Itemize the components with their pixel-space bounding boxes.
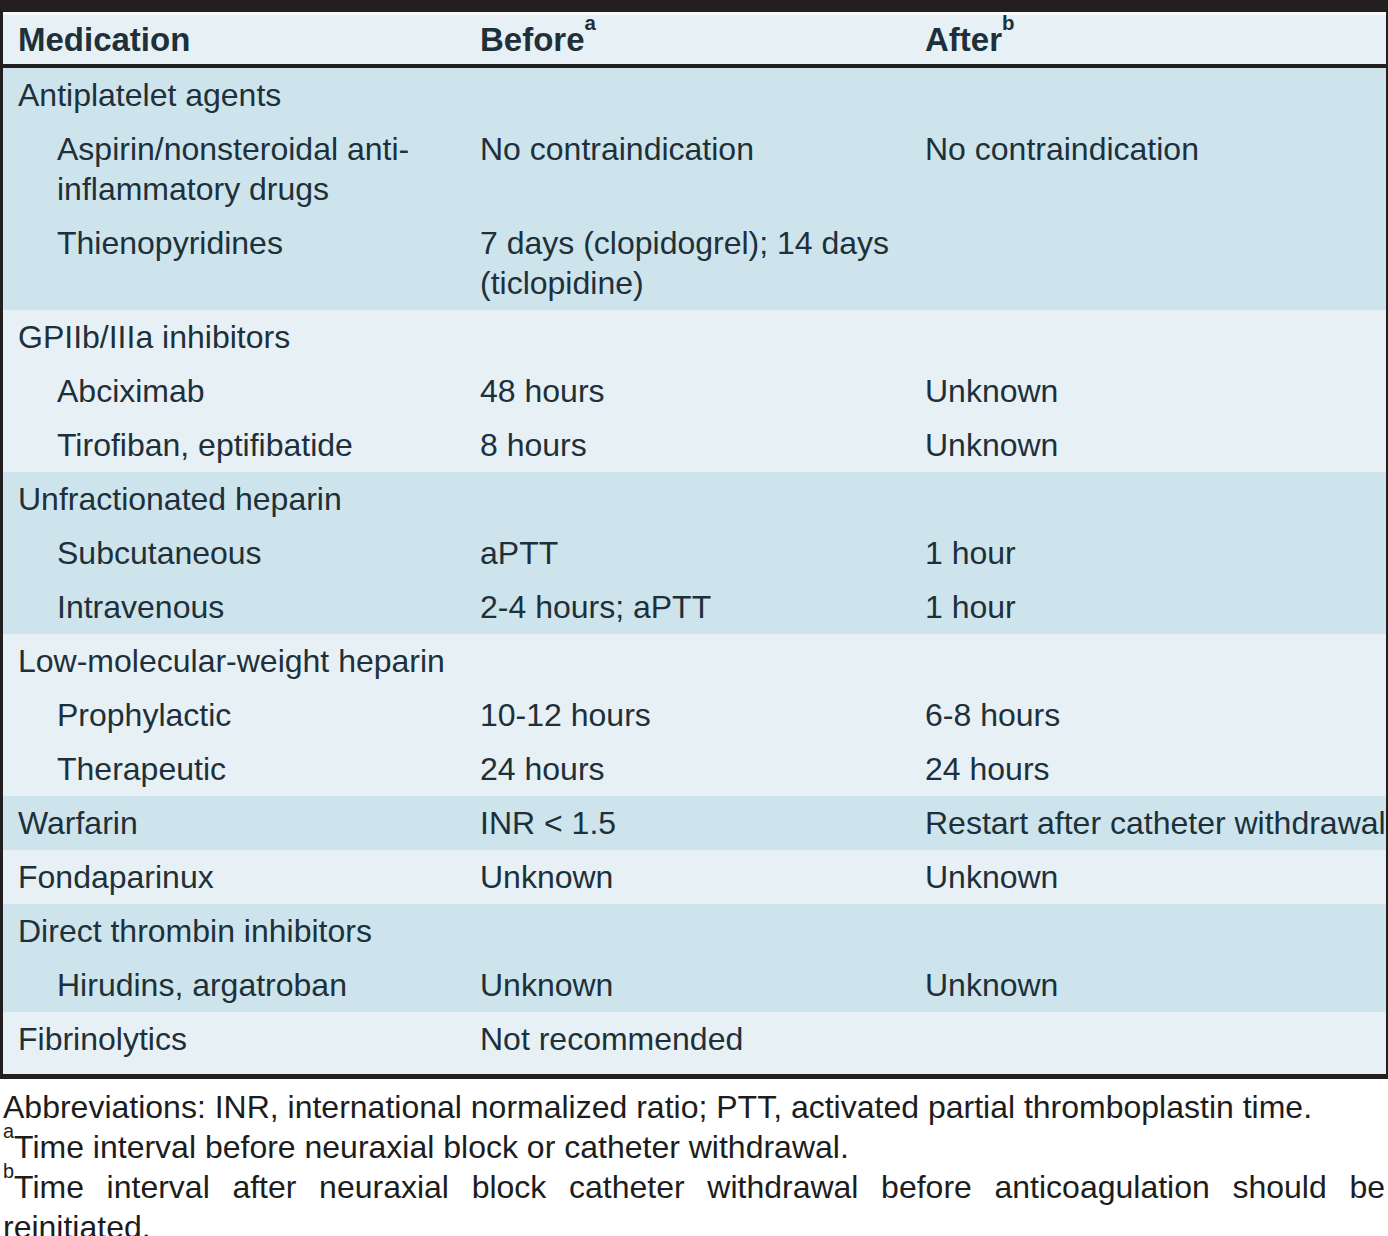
table-row: WarfarinINR < 1.5Restart after catheter … bbox=[3, 796, 1386, 850]
before-cell: 10-12 hours bbox=[480, 695, 925, 735]
before-cell bbox=[480, 317, 925, 357]
medication-cell: GPIIb/IIIa inhibitors bbox=[3, 317, 480, 357]
before-cell: INR < 1.5 bbox=[480, 803, 925, 843]
after-cell bbox=[925, 317, 1386, 357]
before-cell: No contraindication bbox=[480, 129, 925, 209]
table-row: FondaparinuxUnknownUnknown bbox=[3, 850, 1386, 904]
table-band: Antiplatelet agents Aspirin/nonsteroidal … bbox=[3, 68, 1386, 310]
medication-cell: Unfractionated heparin bbox=[3, 479, 480, 519]
footnote-a: aTime interval before neuraxial block or… bbox=[3, 1127, 1385, 1167]
medication-cell: Tirofiban, eptifibatide bbox=[3, 425, 480, 465]
after-cell bbox=[925, 479, 1386, 519]
after-cell: Unknown bbox=[925, 371, 1386, 411]
table-band: WarfarinINR < 1.5Restart after catheter … bbox=[3, 796, 1386, 850]
table-row: Unfractionated heparin bbox=[3, 472, 1386, 526]
table-row: SubcutaneousaPTT1 hour bbox=[3, 526, 1386, 580]
table-band: FibrinolyticsNot recommended bbox=[3, 1012, 1386, 1074]
after-cell: Restart after catheter withdrawal bbox=[925, 803, 1386, 843]
before-cell bbox=[480, 479, 925, 519]
medication-table: Medication Beforea Afterb Antiplatelet a… bbox=[0, 0, 1388, 1079]
table-row: Abciximab48 hoursUnknown bbox=[3, 364, 1386, 418]
before-cell: Unknown bbox=[480, 857, 925, 897]
medication-cell: Therapeutic bbox=[3, 749, 480, 789]
before-cell bbox=[480, 75, 925, 115]
before-cell: Not recommended bbox=[480, 1019, 925, 1059]
before-cell: Unknown bbox=[480, 965, 925, 1005]
medication-cell: Direct thrombin inhibitors bbox=[3, 911, 480, 951]
before-cell: aPTT bbox=[480, 533, 925, 573]
before-cell: 8 hours bbox=[480, 425, 925, 465]
after-cell: 24 hours bbox=[925, 749, 1386, 789]
medication-cell: Low-molecular-weight heparin bbox=[3, 641, 480, 681]
footnote-b-marker: b bbox=[3, 1160, 14, 1182]
table-bands: Antiplatelet agents Aspirin/nonsteroidal … bbox=[3, 68, 1386, 1074]
footnote-a-marker: a bbox=[3, 1120, 14, 1142]
after-cell bbox=[925, 911, 1386, 951]
after-cell: 1 hour bbox=[925, 587, 1386, 627]
medication-cell: Thienopyridines bbox=[3, 223, 480, 303]
footnotes: Abbreviations: INR, international normal… bbox=[0, 1079, 1388, 1236]
medication-cell: Subcutaneous bbox=[3, 533, 480, 573]
footnote-marker-b: b bbox=[1002, 11, 1014, 34]
table-row: Prophylactic10-12 hours6-8 hours bbox=[3, 688, 1386, 742]
after-cell bbox=[925, 1019, 1386, 1059]
before-cell: 2-4 hours; aPTT bbox=[480, 587, 925, 627]
column-header-after: Afterb bbox=[925, 21, 1386, 59]
before-cell bbox=[480, 911, 925, 951]
table-band: Unfractionated heparin SubcutaneousaPTT1 … bbox=[3, 472, 1386, 634]
after-cell bbox=[925, 641, 1386, 681]
table-row: Therapeutic24 hours24 hours bbox=[3, 742, 1386, 796]
table-row: Aspirin/nonsteroidal anti-inflammatory d… bbox=[3, 122, 1386, 216]
medication-cell: Warfarin bbox=[3, 803, 480, 843]
table-band: GPIIb/IIIa inhibitors Abciximab48 hoursUn… bbox=[3, 310, 1386, 472]
medication-cell: Antiplatelet agents bbox=[3, 75, 480, 115]
table-row: GPIIb/IIIa inhibitors bbox=[3, 310, 1386, 364]
after-cell bbox=[925, 75, 1386, 115]
after-cell: Unknown bbox=[925, 425, 1386, 465]
after-cell: No contraindication bbox=[925, 129, 1386, 209]
footnote-marker-a: a bbox=[585, 11, 596, 34]
table-row: Antiplatelet agents bbox=[3, 68, 1386, 122]
before-cell bbox=[480, 641, 925, 681]
column-header-medication: Medication bbox=[3, 21, 480, 59]
table-row: Direct thrombin inhibitors bbox=[3, 904, 1386, 958]
after-cell: 1 hour bbox=[925, 533, 1386, 573]
before-cell: 7 days (clopidogrel); 14 days (ticlopidi… bbox=[480, 223, 925, 303]
after-cell bbox=[925, 223, 1386, 303]
after-cell: Unknown bbox=[925, 965, 1386, 1005]
medication-cell: Aspirin/nonsteroidal anti-inflammatory d… bbox=[3, 129, 480, 209]
medication-cell: Intravenous bbox=[3, 587, 480, 627]
medication-cell: Fibrinolytics bbox=[3, 1019, 480, 1059]
column-header-before: Beforea bbox=[480, 21, 925, 59]
table-row: Low-molecular-weight heparin bbox=[3, 634, 1386, 688]
medication-cell: Abciximab bbox=[3, 371, 480, 411]
before-cell: 48 hours bbox=[480, 371, 925, 411]
footnote-b: bTime interval after neuraxial block cat… bbox=[3, 1167, 1385, 1236]
table-band: FondaparinuxUnknownUnknown bbox=[3, 850, 1386, 904]
medication-cell: Prophylactic bbox=[3, 695, 480, 735]
table-row: Thienopyridines7 days (clopidogrel); 14 … bbox=[3, 216, 1386, 310]
table-top-rule bbox=[3, 0, 1386, 15]
medication-timing-table-page: Medication Beforea Afterb Antiplatelet a… bbox=[0, 0, 1388, 1236]
table-row: FibrinolyticsNot recommended bbox=[3, 1012, 1386, 1066]
table-band: Low-molecular-weight heparin Prophylactic… bbox=[3, 634, 1386, 796]
table-row: Intravenous2-4 hours; aPTT1 hour bbox=[3, 580, 1386, 634]
footnote-abbreviations: Abbreviations: INR, international normal… bbox=[3, 1087, 1385, 1127]
after-cell: Unknown bbox=[925, 857, 1386, 897]
after-cell: 6-8 hours bbox=[925, 695, 1386, 735]
table-band: Direct thrombin inhibitors Hirudins, arga… bbox=[3, 904, 1386, 1012]
table-row: Hirudins, argatrobanUnknownUnknown bbox=[3, 958, 1386, 1012]
table-header-row: Medication Beforea Afterb bbox=[3, 15, 1386, 64]
medication-cell: Fondaparinux bbox=[3, 857, 480, 897]
table-row: Tirofiban, eptifibatide8 hoursUnknown bbox=[3, 418, 1386, 472]
before-cell: 24 hours bbox=[480, 749, 925, 789]
medication-cell: Hirudins, argatroban bbox=[3, 965, 480, 1005]
